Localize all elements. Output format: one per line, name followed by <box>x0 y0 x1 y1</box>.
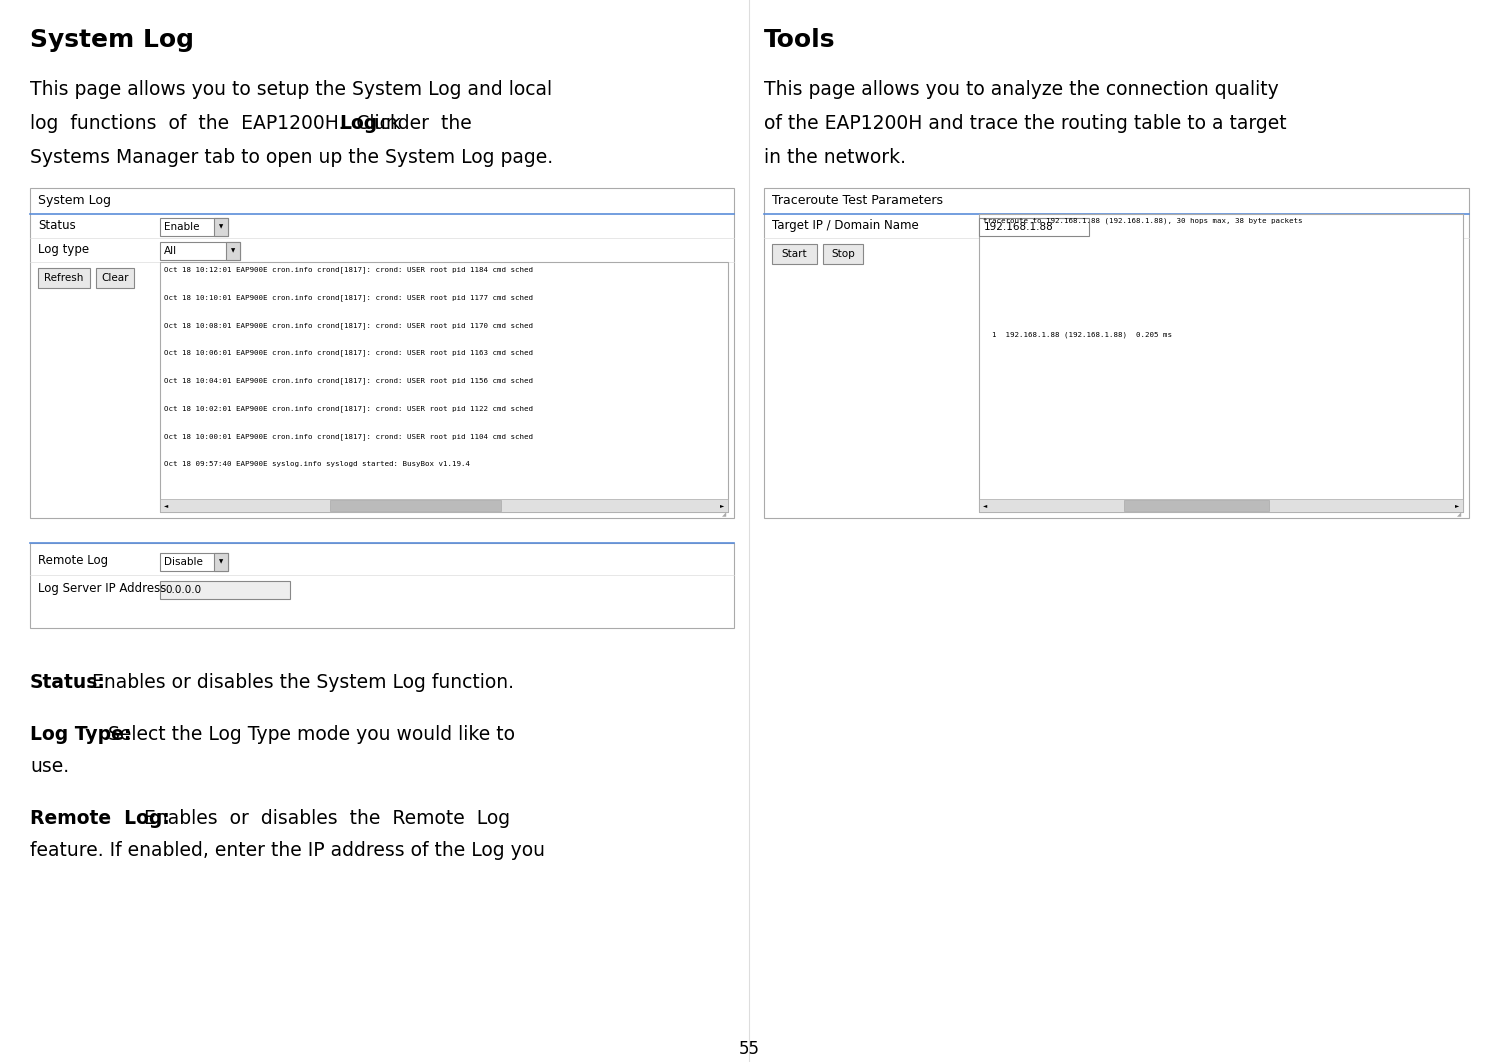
Bar <box>96 268 133 288</box>
Text: Oct 18 10:02:01 EAP900E cron.info crond[1817]: crond: USER root pid 1122 cmd sch: Oct 18 10:02:01 EAP900E cron.info crond[… <box>163 406 534 412</box>
Text: log  functions  of  the  EAP1200H.  Click: log functions of the EAP1200H. Click <box>30 114 412 133</box>
Bar <box>37 268 90 288</box>
Bar <box>330 500 501 511</box>
Text: Log: Log <box>340 114 378 133</box>
Text: 0.0.0.0: 0.0.0.0 <box>165 585 201 595</box>
Text: Oct 18 09:57:40 EAP900E syslog.info syslogd started: BusyBox v1.19.4: Oct 18 09:57:40 EAP900E syslog.info sysl… <box>163 461 471 467</box>
Text: 192.168.1.88: 192.168.1.88 <box>983 222 1054 232</box>
Bar <box>979 215 1463 512</box>
Bar <box>160 553 228 571</box>
Text: ▼: ▼ <box>219 224 223 229</box>
Text: Enables or disables the System Log function.: Enables or disables the System Log funct… <box>85 673 514 692</box>
Text: of the EAP1200H and trace the routing table to a target: of the EAP1200H and trace the routing ta… <box>764 114 1286 133</box>
Bar <box>160 499 729 512</box>
Bar <box>764 188 1469 518</box>
Bar <box>160 262 729 512</box>
Text: Remote  Log:: Remote Log: <box>30 809 169 828</box>
Text: ►: ► <box>720 503 724 508</box>
Text: Tools: Tools <box>764 28 835 52</box>
Text: ▼: ▼ <box>231 249 235 254</box>
Text: Select the Log Type mode you would like to: Select the Log Type mode you would like … <box>102 725 516 744</box>
Text: 55: 55 <box>739 1040 760 1058</box>
Bar <box>214 553 228 571</box>
Text: All: All <box>163 246 177 256</box>
Text: ◢: ◢ <box>721 512 726 517</box>
Text: ◄: ◄ <box>983 503 988 508</box>
Bar <box>823 244 863 264</box>
Text: Enable: Enable <box>163 222 199 232</box>
Bar <box>160 242 240 260</box>
Text: Stop: Stop <box>830 249 854 259</box>
Text: Log Type:: Log Type: <box>30 725 132 744</box>
Text: ◄: ◄ <box>163 503 168 508</box>
Text: Disable: Disable <box>163 556 202 567</box>
Text: Target IP / Domain Name: Target IP / Domain Name <box>772 219 919 232</box>
Text: Oct 18 10:06:01 EAP900E cron.info crond[1817]: crond: USER root pid 1163 cmd sch: Oct 18 10:06:01 EAP900E cron.info crond[… <box>163 349 534 357</box>
Bar <box>160 581 289 599</box>
Text: Status: Status <box>37 219 76 232</box>
Text: Traceroute Test Parameters: Traceroute Test Parameters <box>772 194 943 207</box>
Text: use.: use. <box>30 757 69 776</box>
Text: Systems Manager tab to open up the System Log page.: Systems Manager tab to open up the Syste… <box>30 148 553 167</box>
Text: ►: ► <box>1454 503 1459 508</box>
Text: This page allows you to setup the System Log and local: This page allows you to setup the System… <box>30 80 552 99</box>
Text: System Log: System Log <box>37 194 111 207</box>
Text: Start: Start <box>781 249 808 259</box>
Text: Log Server IP Address: Log Server IP Address <box>37 582 166 595</box>
Text: Enables  or  disables  the  Remote  Log: Enables or disables the Remote Log <box>132 809 510 828</box>
Text: ◢: ◢ <box>1457 512 1462 517</box>
Text: in the network.: in the network. <box>764 148 905 167</box>
Text: 1  192.168.1.88 (192.168.1.88)  0.205 ms: 1 192.168.1.88 (192.168.1.88) 0.205 ms <box>983 332 1172 339</box>
Text: Refresh: Refresh <box>45 273 84 282</box>
Bar <box>214 218 228 236</box>
Text: feature. If enabled, enter the IP address of the Log you: feature. If enabled, enter the IP addres… <box>30 841 546 860</box>
Text: Log type: Log type <box>37 243 88 256</box>
Text: System Log: System Log <box>30 28 193 52</box>
Bar <box>772 244 817 264</box>
Text: Oct 18 10:00:01 EAP900E cron.info crond[1817]: crond: USER root pid 1104 cmd sch: Oct 18 10:00:01 EAP900E cron.info crond[… <box>163 433 534 440</box>
Bar <box>160 218 228 236</box>
Text: Oct 18 10:10:01 EAP900E cron.info crond[1817]: crond: USER root pid 1177 cmd sch: Oct 18 10:10:01 EAP900E cron.info crond[… <box>163 294 534 301</box>
Text: Oct 18 10:04:01 EAP900E cron.info crond[1817]: crond: USER root pid 1156 cmd sch: Oct 18 10:04:01 EAP900E cron.info crond[… <box>163 377 534 384</box>
Bar <box>226 242 240 260</box>
Text: This page allows you to analyze the connection quality: This page allows you to analyze the conn… <box>764 80 1279 99</box>
Bar <box>979 218 1088 236</box>
Text: under  the: under the <box>363 114 472 133</box>
Bar <box>1124 500 1270 511</box>
Text: Oct 18 10:08:01 EAP900E cron.info crond[1817]: crond: USER root pid 1170 cmd sch: Oct 18 10:08:01 EAP900E cron.info crond[… <box>163 322 534 328</box>
Text: Status:: Status: <box>30 673 106 692</box>
Text: traceroute to 192.168.1.88 (192.168.1.88), 30 hops max, 38 byte packets: traceroute to 192.168.1.88 (192.168.1.88… <box>983 218 1303 224</box>
Bar <box>979 499 1463 512</box>
Bar <box>30 188 735 518</box>
Text: Remote Log: Remote Log <box>37 554 108 567</box>
Text: Clear: Clear <box>102 273 129 282</box>
Bar <box>30 543 735 628</box>
Text: ▼: ▼ <box>219 560 223 565</box>
Text: Oct 18 10:12:01 EAP900E cron.info crond[1817]: crond: USER root pid 1184 cmd sch: Oct 18 10:12:01 EAP900E cron.info crond[… <box>163 266 534 273</box>
